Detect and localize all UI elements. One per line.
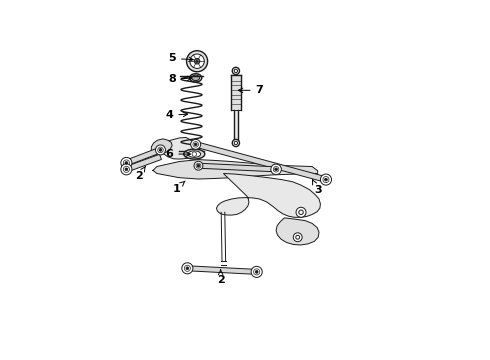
- Circle shape: [320, 174, 332, 185]
- Ellipse shape: [188, 151, 200, 157]
- Circle shape: [192, 152, 196, 156]
- Circle shape: [121, 164, 132, 175]
- Circle shape: [251, 266, 262, 278]
- Circle shape: [234, 141, 238, 145]
- Polygon shape: [198, 163, 276, 172]
- Circle shape: [232, 67, 240, 75]
- Text: 6: 6: [166, 149, 191, 159]
- Polygon shape: [195, 142, 327, 182]
- Text: 2: 2: [135, 166, 146, 181]
- Circle shape: [194, 161, 203, 170]
- Circle shape: [234, 69, 238, 73]
- Polygon shape: [234, 110, 238, 143]
- Circle shape: [195, 58, 200, 64]
- Circle shape: [275, 168, 277, 171]
- Polygon shape: [187, 266, 257, 274]
- Circle shape: [293, 233, 302, 242]
- Polygon shape: [153, 159, 318, 179]
- Circle shape: [184, 265, 191, 271]
- Circle shape: [324, 178, 327, 181]
- Circle shape: [195, 143, 197, 146]
- Polygon shape: [125, 147, 162, 166]
- Text: 8: 8: [168, 74, 192, 84]
- Circle shape: [155, 145, 166, 155]
- Circle shape: [123, 160, 129, 166]
- Circle shape: [232, 139, 240, 147]
- Circle shape: [271, 164, 281, 175]
- Circle shape: [187, 51, 208, 72]
- Ellipse shape: [192, 75, 199, 81]
- Polygon shape: [151, 139, 172, 157]
- Polygon shape: [217, 174, 320, 217]
- Polygon shape: [276, 218, 319, 245]
- Text: 2: 2: [217, 270, 224, 285]
- Polygon shape: [161, 138, 198, 159]
- Circle shape: [196, 163, 201, 168]
- Circle shape: [197, 164, 200, 167]
- Circle shape: [296, 235, 300, 239]
- Circle shape: [273, 167, 279, 172]
- Circle shape: [125, 168, 128, 171]
- Circle shape: [190, 54, 204, 68]
- Ellipse shape: [184, 149, 205, 159]
- Circle shape: [255, 270, 258, 273]
- Polygon shape: [125, 154, 162, 172]
- Text: 4: 4: [166, 110, 188, 120]
- Circle shape: [299, 210, 303, 215]
- Circle shape: [121, 157, 132, 168]
- Circle shape: [186, 267, 189, 270]
- Text: 7: 7: [238, 85, 263, 95]
- Circle shape: [158, 147, 163, 153]
- Polygon shape: [231, 75, 241, 110]
- Circle shape: [159, 149, 162, 151]
- Text: 3: 3: [313, 180, 321, 195]
- Ellipse shape: [190, 74, 202, 82]
- Text: 5: 5: [168, 53, 193, 63]
- Circle shape: [323, 176, 329, 183]
- Circle shape: [254, 269, 260, 275]
- Circle shape: [296, 207, 306, 217]
- Circle shape: [182, 263, 193, 274]
- Circle shape: [193, 141, 198, 147]
- Circle shape: [123, 166, 129, 172]
- Circle shape: [191, 139, 201, 149]
- Text: 1: 1: [172, 181, 185, 194]
- Circle shape: [125, 162, 128, 164]
